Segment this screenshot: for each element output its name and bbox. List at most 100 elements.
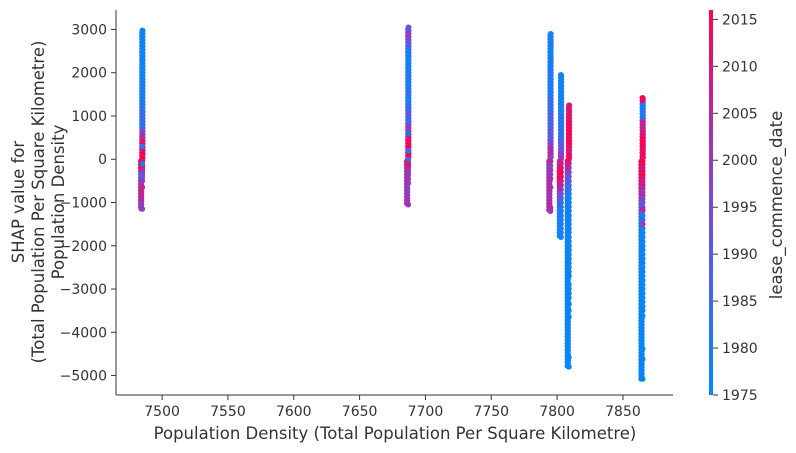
data-point [547,89,554,95]
colorbar-tick-label: 1990 [722,247,758,263]
data-point [558,143,564,150]
colorbar-label: lease_commence_date [767,111,787,299]
data-point [639,294,646,301]
data-point [405,56,412,63]
data-point [558,108,564,115]
data-point [639,299,646,305]
data-point [558,139,564,145]
colorbar-tick-label: 2010 [722,59,758,75]
data-point [558,82,564,89]
data-point [639,356,646,362]
x-axis-label: Population Density (Total Population Per… [154,424,637,443]
data-point [558,178,564,184]
data-point [566,208,572,214]
data-point [547,98,554,104]
data-point [639,238,646,245]
data-point [547,76,554,83]
data-point [639,277,646,284]
data-point [639,212,646,219]
data-point [566,364,572,370]
data-point [547,115,554,121]
data-point [566,260,572,266]
data-point [639,268,646,275]
data-point [558,156,564,163]
data-point [566,307,572,314]
data-point [639,273,646,279]
data-point [639,281,646,288]
y-axis-label-line-2: (Total Population Per Square Kilometre) [29,41,48,364]
data-point [566,212,572,219]
data-point [566,199,572,206]
data-point [566,102,572,108]
y-axis-label-line-3: Population Density [49,124,68,279]
data-point [639,206,646,212]
data-point [639,234,646,240]
data-point [405,175,412,182]
data-point [566,165,572,171]
data-point [558,199,564,206]
x-tick-label: 7650 [342,404,378,420]
data-point [558,195,564,201]
data-point [558,134,564,141]
data-point [566,195,572,201]
data-point [566,178,572,184]
data-point [547,111,554,117]
y-tick-label: 2000 [71,66,107,82]
data-point [566,191,572,197]
data-point [639,264,646,271]
data-point [566,139,572,145]
data-point [566,160,572,167]
data-point [558,130,564,137]
data-point [547,72,554,78]
data-point [566,314,572,320]
data-point [547,85,554,91]
data-point [566,301,572,307]
data-point [558,212,564,219]
colorbar-tick-label: 2015 [722,12,758,28]
data-point [639,102,646,109]
data-point [558,169,564,176]
data-point [139,178,146,184]
data-point [566,217,572,223]
data-point [547,162,554,169]
data-point [639,242,646,249]
data-point [566,126,572,132]
data-point [405,180,412,186]
data-point [547,141,554,147]
x-ticks: 7500 7550 7600 7650 7700 7750 7800 7850 [144,395,641,420]
data-point [547,54,554,61]
data-point [558,182,564,188]
data-point [566,281,572,288]
data-point [566,268,572,275]
data-point [558,173,564,180]
data-point [139,143,146,150]
data-point [558,113,564,119]
data-point [566,255,572,262]
data-point [639,376,646,382]
y-tick-label: −5000 [60,369,107,385]
data-point [547,102,554,108]
data-point [405,201,412,208]
data-point [547,93,554,100]
data-point [547,171,554,178]
data-point [566,152,572,158]
data-point [566,221,572,227]
data-point [139,184,146,191]
data-point [566,354,572,361]
data-point [547,59,554,65]
y-tick-label: −2000 [60,239,107,255]
data-point [639,260,646,266]
data-point [566,234,572,240]
data-point [558,147,564,154]
data-point [547,158,554,165]
data-point [558,191,564,197]
data-point [139,206,146,212]
data-point [566,273,572,279]
data-point [566,173,572,180]
data-point [547,154,554,160]
data-point [639,303,646,310]
data-point [558,160,564,167]
colorbar-tick-label: 1985 [722,294,758,310]
data-point [566,169,572,176]
